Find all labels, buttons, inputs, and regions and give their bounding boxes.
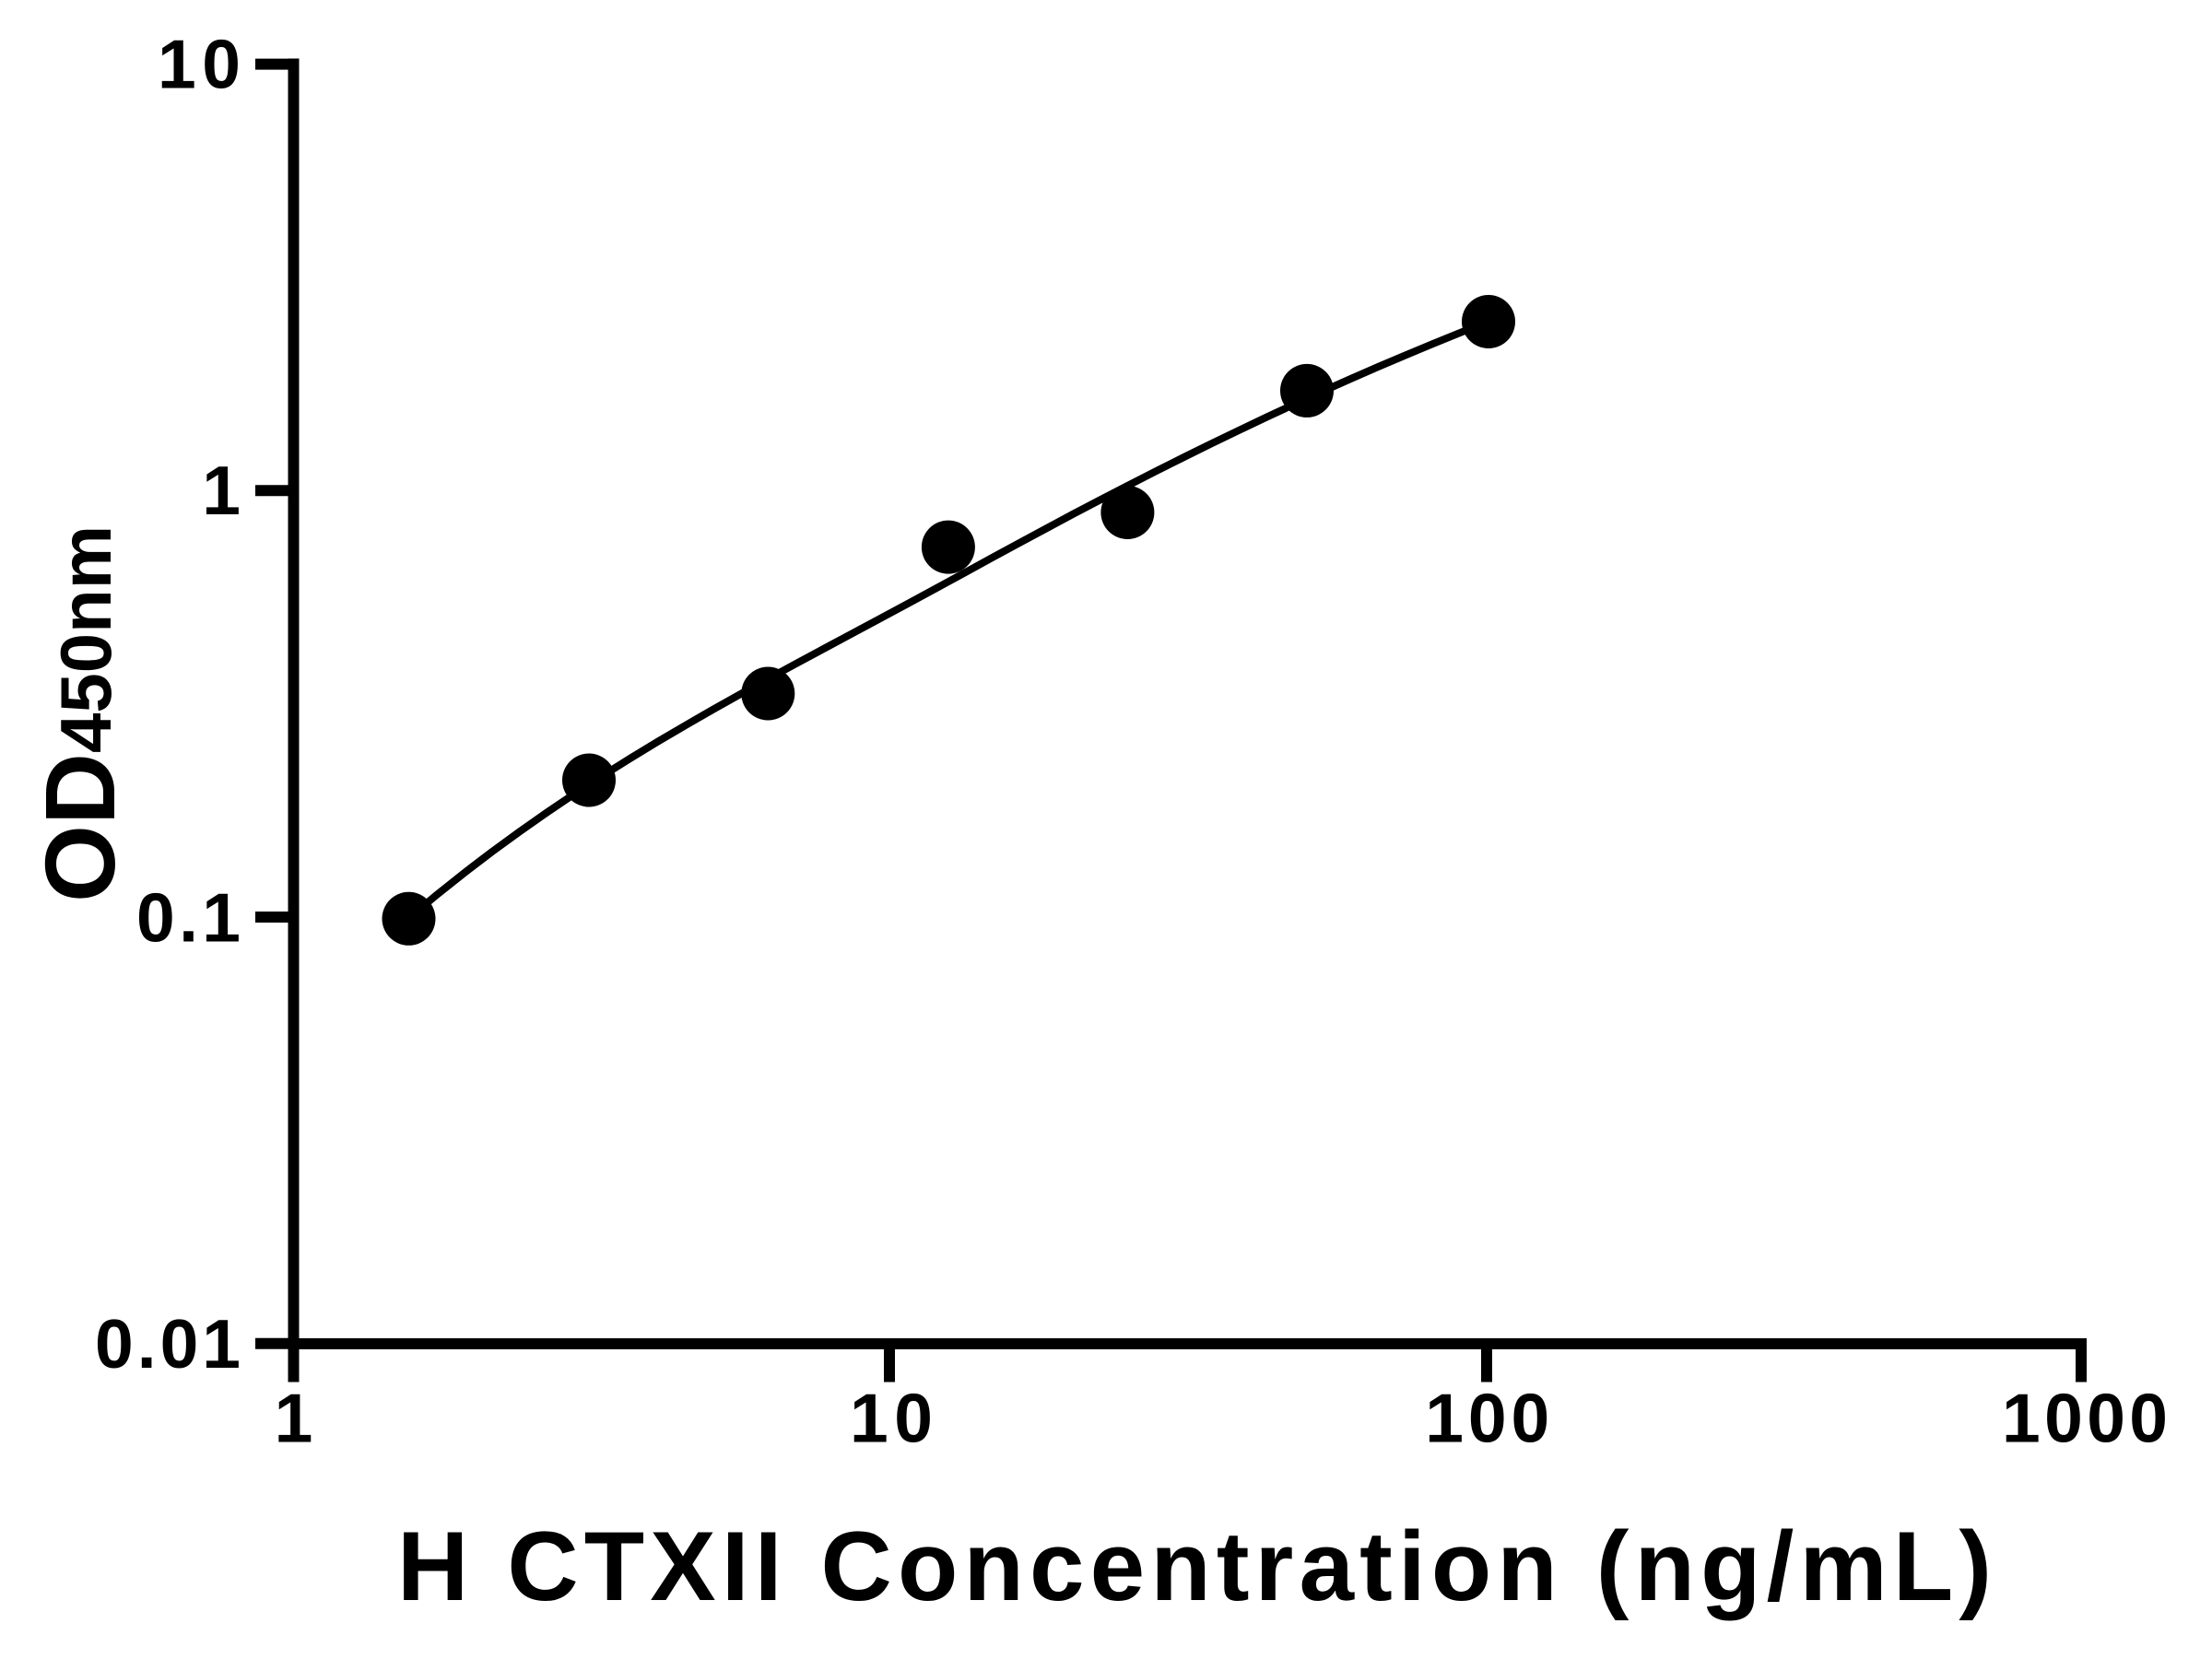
svg-text:0.01: 0.01: [95, 1305, 241, 1382]
svg-text:OD450nm: OD450nm: [24, 525, 135, 902]
svg-text:1: 1: [275, 1380, 313, 1457]
svg-text:1: 1: [202, 452, 241, 529]
svg-text:H CTXII Concentration (ng/mL): H CTXII Concentration (ng/mL): [397, 1511, 1992, 1621]
svg-text:100: 100: [1425, 1380, 1549, 1457]
svg-text:0.1: 0.1: [136, 879, 241, 957]
